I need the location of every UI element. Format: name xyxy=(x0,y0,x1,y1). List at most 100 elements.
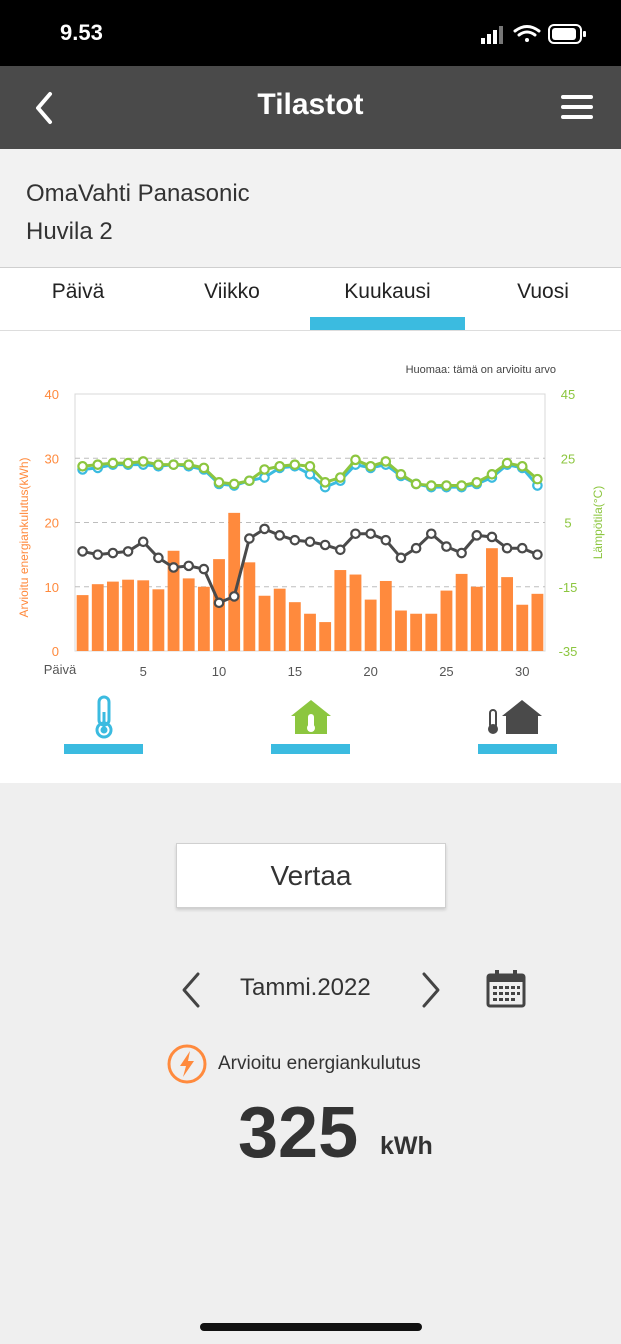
outdoor-temp-point xyxy=(92,549,104,560)
energy-bar xyxy=(425,613,438,651)
energy-bar xyxy=(455,573,468,651)
energy-bar xyxy=(182,578,195,651)
energy-bar xyxy=(304,613,316,651)
back-button[interactable] xyxy=(26,88,66,128)
outdoor-temp-point xyxy=(335,544,346,556)
outdoor-temp-point xyxy=(441,541,452,552)
tab-week[interactable]: Viikko xyxy=(204,280,260,303)
y-right-tick-label: -35 xyxy=(559,644,578,659)
house-temp-point xyxy=(501,457,513,469)
next-period-button[interactable] xyxy=(416,970,446,1010)
y-right-tick-label: 5 xyxy=(564,516,571,531)
energy-bar xyxy=(122,579,134,651)
house-temp-point xyxy=(122,457,134,469)
tab-day[interactable]: Päivä xyxy=(51,280,105,303)
house-temp-point xyxy=(304,460,316,472)
energy-bar xyxy=(288,602,301,651)
house-temp-point xyxy=(441,480,452,491)
period-tabs: Päivä Viikko Kuukausi Vuosi xyxy=(0,268,621,331)
x-tick-label: 20 xyxy=(363,664,377,679)
compare-button[interactable]: Vertaa xyxy=(176,843,446,908)
hamburger-icon xyxy=(561,95,593,119)
energy-bar xyxy=(410,613,423,651)
house-temp-point xyxy=(319,477,331,488)
outdoor-temp-point xyxy=(350,528,361,540)
energy-bar xyxy=(531,593,544,651)
house-temp-point xyxy=(471,477,483,488)
house-temp-point xyxy=(395,469,407,480)
energy-bar xyxy=(395,610,407,651)
outdoor-temp-point xyxy=(77,546,88,557)
outdoor-temp-point xyxy=(274,530,285,541)
energy-bar xyxy=(364,599,377,651)
outdoor-temp-point xyxy=(228,591,240,602)
house-temp-point xyxy=(137,456,149,467)
energy-bar xyxy=(486,548,498,651)
device-name: OmaVahti Panasonic xyxy=(26,180,250,207)
house-temp-point xyxy=(486,469,498,480)
house-temp-toggle-bar[interactable] xyxy=(271,744,350,754)
outdoor-thermometer-icon[interactable] xyxy=(486,698,544,736)
outdoor-temp-point xyxy=(380,534,392,546)
outdoor-temp-point xyxy=(213,597,225,609)
house-temp-point xyxy=(456,480,467,491)
signal-icon xyxy=(481,26,503,44)
previous-period-button[interactable] xyxy=(176,970,206,1010)
x-tick-label: 30 xyxy=(515,664,529,679)
house-temp-point xyxy=(289,459,301,470)
chevron-left-icon xyxy=(36,92,52,124)
outdoor-temp-point xyxy=(486,531,498,543)
y-right-tick-label: -15 xyxy=(559,580,578,595)
house-temp-point xyxy=(380,456,392,467)
indoor-temp-toggle-bar[interactable] xyxy=(64,744,143,754)
house-temp-point xyxy=(410,478,422,490)
total-consumption-value: 325 xyxy=(238,1093,359,1173)
x-tick-label: 10 xyxy=(212,664,226,679)
outdoor-temp-point xyxy=(395,552,407,564)
house-temp-point xyxy=(516,460,528,472)
energy-bar xyxy=(470,586,483,651)
house-temp-point xyxy=(107,457,119,469)
house-temp-point xyxy=(365,460,376,472)
outdoor-temp-point xyxy=(107,547,119,559)
house-temp-point xyxy=(168,459,179,470)
energy-bar xyxy=(334,570,347,651)
energy-bar xyxy=(167,550,180,651)
house-thermometer-icon[interactable] xyxy=(289,698,333,736)
thermometer-icon[interactable] xyxy=(88,694,120,739)
chevron-left-icon xyxy=(182,972,200,1008)
house-temp-point xyxy=(350,454,361,466)
outdoor-temp-toggle-bar[interactable] xyxy=(478,744,557,754)
energy-bar xyxy=(197,586,210,651)
outdoor-temp-point xyxy=(516,542,528,554)
y-left-tick-label: 30 xyxy=(45,451,59,466)
house-temp-point xyxy=(335,472,346,483)
outdoor-temp-point xyxy=(198,563,210,575)
app-header: Tilastot xyxy=(0,66,621,149)
outdoor-temp-point xyxy=(289,534,301,546)
x-axis-title: Päivä xyxy=(44,662,77,677)
y-left-tick-label: 0 xyxy=(52,644,59,659)
outdoor-temp-point xyxy=(259,523,270,535)
device-location: Huvila 2 xyxy=(26,218,113,245)
tab-month[interactable]: Kuukausi xyxy=(344,280,431,303)
energy-bar xyxy=(349,574,362,651)
calendar-button[interactable] xyxy=(486,970,526,1008)
y-left-tick-label: 20 xyxy=(45,516,59,531)
tab-year[interactable]: Vuosi xyxy=(517,280,569,303)
x-tick-label: 25 xyxy=(439,664,453,679)
device-info: OmaVahti Panasonic Huvila 2 xyxy=(0,149,621,268)
active-tab-indicator xyxy=(310,317,465,330)
y-right-tick-label: 45 xyxy=(561,387,575,402)
outdoor-temp-point xyxy=(137,536,149,548)
energy-bar xyxy=(379,580,392,651)
outdoor-temp-point xyxy=(501,542,513,554)
energy-bar xyxy=(137,580,150,651)
y-left-axis-title: Arvioitu energiankulutus(kWh) xyxy=(17,457,31,617)
chart-card: Huomaa: tämä on arvioitu arvo 0 10 20 30 40 -… xyxy=(0,331,621,783)
energy-bar xyxy=(91,584,104,651)
house-temp-point xyxy=(213,477,225,488)
lightning-icon xyxy=(167,1044,207,1084)
outdoor-temp-point xyxy=(183,560,195,572)
menu-button[interactable] xyxy=(559,92,595,122)
